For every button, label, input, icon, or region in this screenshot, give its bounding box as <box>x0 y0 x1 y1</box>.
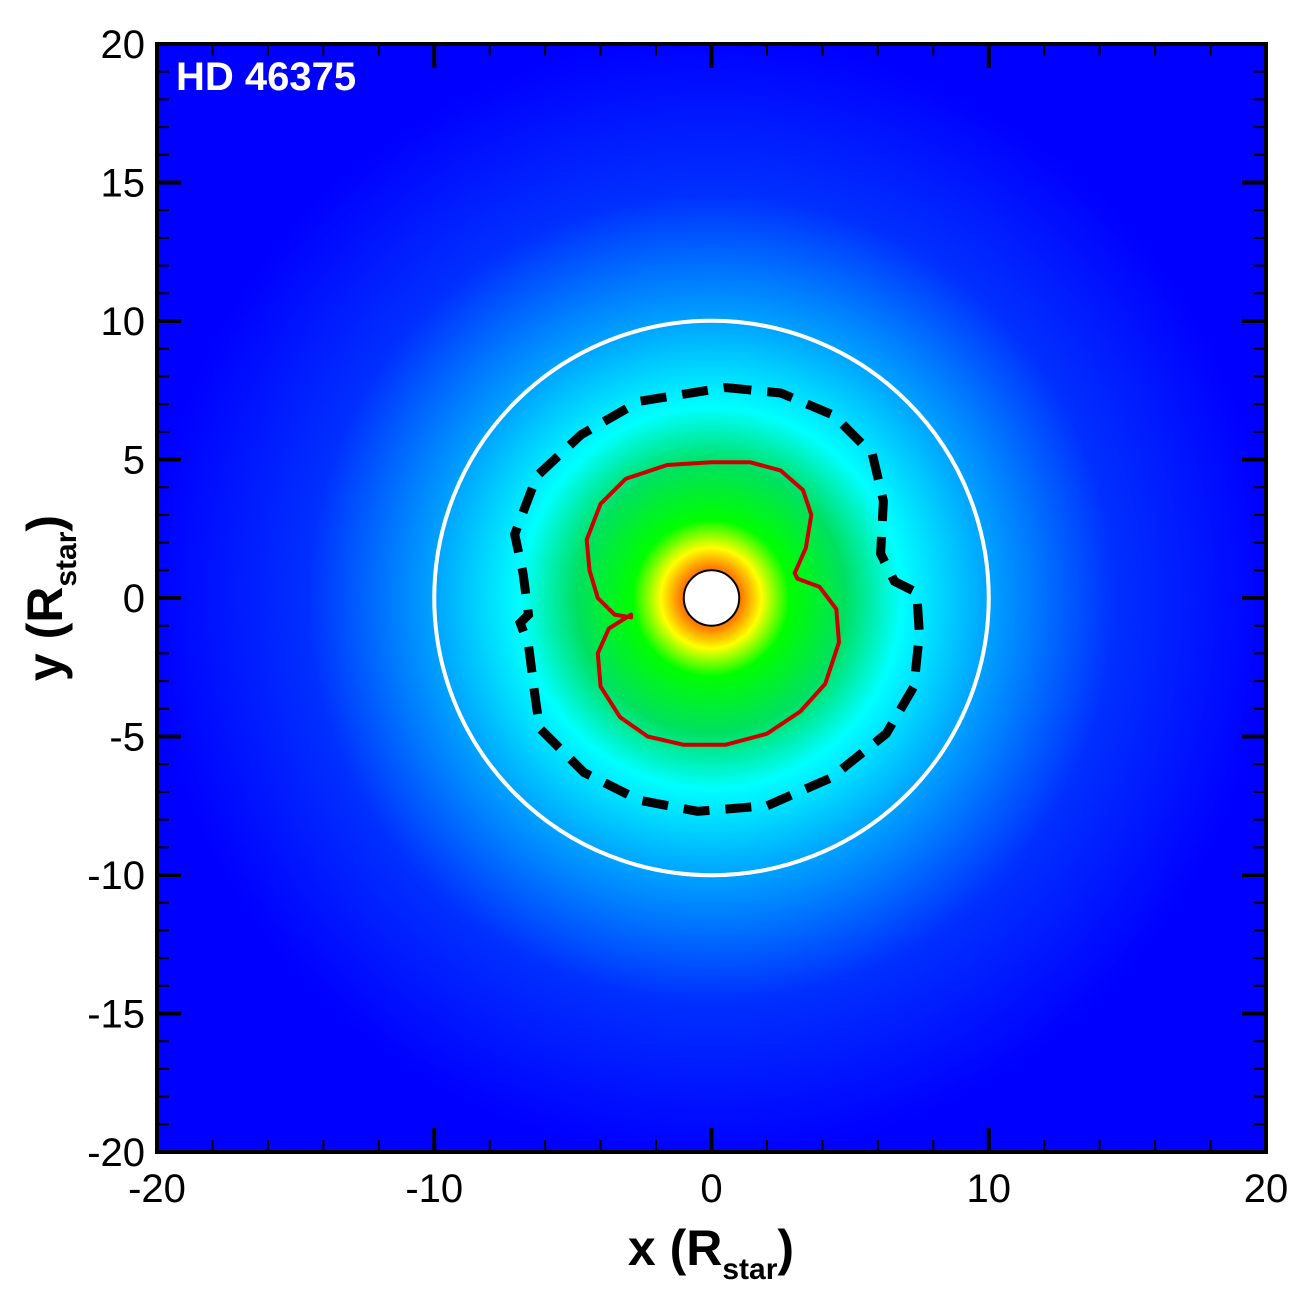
y-tick-label: 0 <box>123 577 145 621</box>
x-axis-title-main: x (R <box>628 1220 722 1276</box>
y-axis-title-close: ) <box>17 515 73 532</box>
plot-frame <box>155 42 1268 1154</box>
y-tick-label: 20 <box>101 23 146 67</box>
x-axis-title-close: ) <box>777 1220 794 1276</box>
x-tick-label: -20 <box>128 1167 186 1211</box>
y-tick-label: -15 <box>87 993 145 1037</box>
panel-label: HD 46375 <box>176 55 356 99</box>
y-tick-label: 5 <box>123 439 145 483</box>
y-tick-label: -10 <box>87 854 145 898</box>
x-tick-label: 20 <box>1244 1167 1289 1211</box>
x-axis-title-sub: star <box>722 1253 777 1286</box>
y-tick-label: 15 <box>101 162 146 206</box>
y-tick-label: -20 <box>87 1131 145 1175</box>
dashed-contour-line <box>510 382 924 816</box>
y-tick-label: -5 <box>109 716 145 760</box>
y-axis-title-sub: star <box>50 531 83 586</box>
x-tick-label: 10 <box>967 1167 1012 1211</box>
red-contour-line <box>584 460 841 747</box>
tick-labels: -20 -10 0 10 20 -20 -15 -10 -5 0 5 10 15 20 <box>87 23 1288 1211</box>
plot-area <box>157 44 1266 1152</box>
x-tick-label: 0 <box>700 1167 722 1211</box>
white-circle-line <box>432 318 991 878</box>
y-axis-title: y (Rstar) <box>17 515 83 681</box>
y-axis-title-main: y (R <box>17 587 73 681</box>
inner-hole <box>682 569 741 627</box>
x-tick-label: -10 <box>405 1167 463 1211</box>
y-tick-label: 10 <box>101 300 146 344</box>
x-axis-title: x (Rstar) <box>628 1220 794 1286</box>
